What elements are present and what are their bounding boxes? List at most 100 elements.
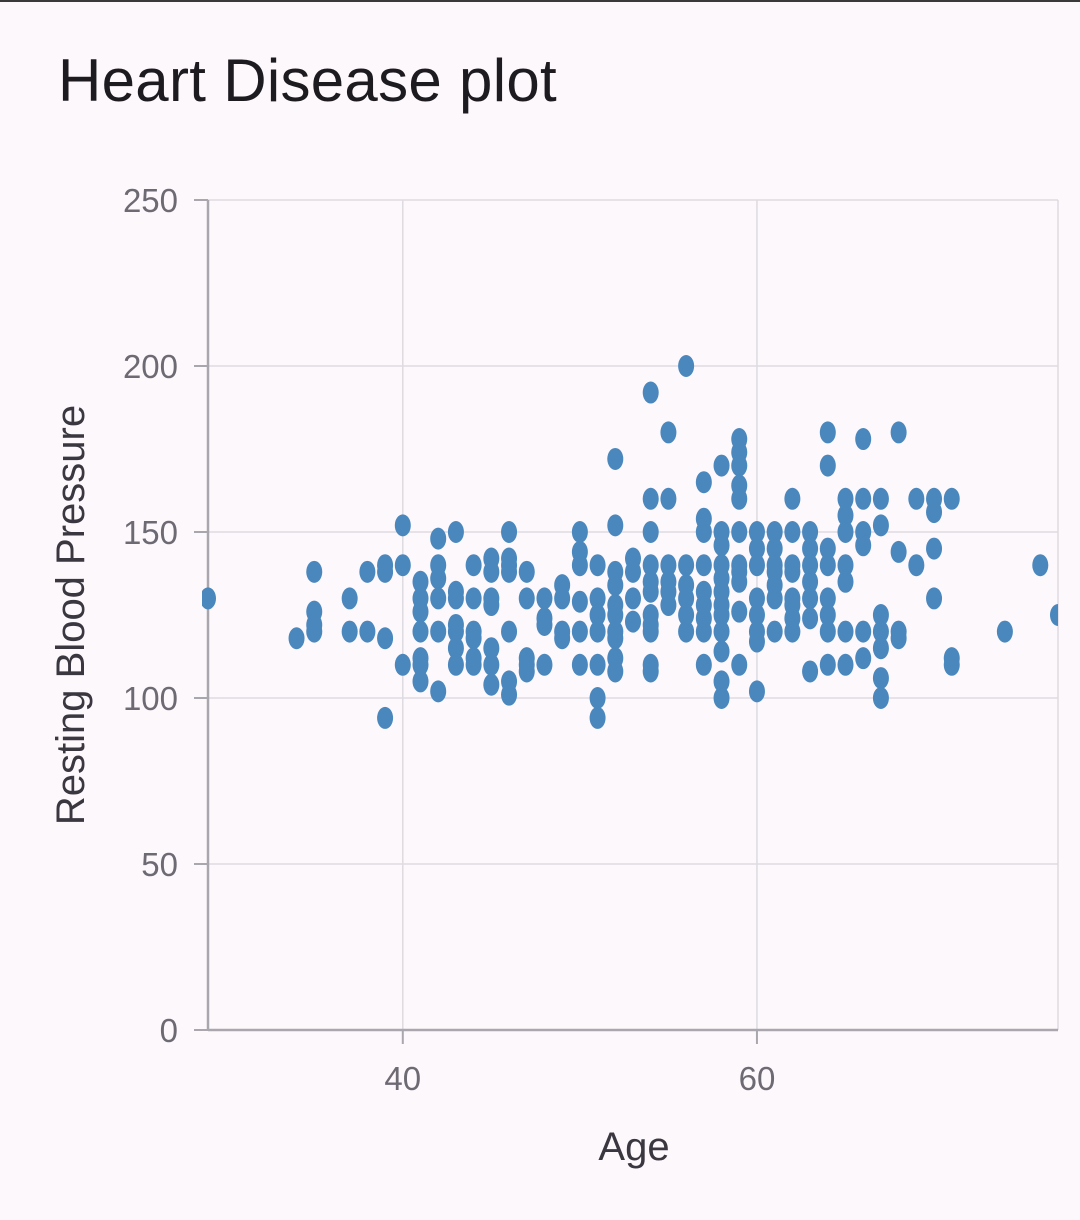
y-axis-label: Resting Blood Pressure xyxy=(49,405,93,825)
data-point xyxy=(784,620,801,643)
data-point xyxy=(660,594,677,617)
data-point xyxy=(412,620,429,643)
data-point xyxy=(731,570,748,593)
data-point xyxy=(571,554,588,577)
data-point xyxy=(713,687,730,709)
data-point xyxy=(642,580,659,603)
data-point xyxy=(660,554,677,577)
data-point xyxy=(607,660,624,683)
data-point xyxy=(748,554,765,577)
data-point xyxy=(908,487,925,510)
data-point xyxy=(695,554,712,577)
data-point xyxy=(501,521,518,543)
data-point xyxy=(802,660,819,683)
data-point xyxy=(359,620,376,643)
data-point xyxy=(465,627,482,650)
data-point xyxy=(554,627,571,650)
data-point xyxy=(202,587,216,610)
data-point xyxy=(607,604,624,626)
data-point xyxy=(908,554,925,577)
data-points xyxy=(202,355,1058,729)
data-point xyxy=(926,501,943,524)
data-point xyxy=(359,560,376,583)
data-point xyxy=(784,487,801,510)
data-point xyxy=(589,620,606,643)
data-point xyxy=(501,560,518,583)
data-point xyxy=(748,521,765,543)
data-point xyxy=(642,620,659,643)
data-point xyxy=(926,537,943,560)
data-point xyxy=(748,587,765,610)
data-point xyxy=(872,604,889,626)
data-point xyxy=(483,673,500,696)
data-point xyxy=(837,570,854,593)
data-point xyxy=(748,537,765,560)
data-point xyxy=(447,637,464,660)
data-point xyxy=(819,421,836,444)
data-point xyxy=(1032,554,1049,577)
data-point xyxy=(819,537,836,560)
data-point xyxy=(430,620,447,643)
data-point xyxy=(855,487,872,510)
data-point xyxy=(713,534,730,557)
data-point xyxy=(660,487,677,510)
data-point xyxy=(430,527,447,550)
data-point xyxy=(589,604,606,626)
data-point xyxy=(394,514,411,537)
data-point xyxy=(802,537,819,560)
data-point xyxy=(377,627,394,650)
data-point xyxy=(536,587,553,610)
data-point xyxy=(501,683,518,706)
data-point xyxy=(766,620,783,643)
data-point xyxy=(819,653,836,676)
data-point xyxy=(447,620,464,643)
data-point xyxy=(819,454,836,477)
data-point xyxy=(837,653,854,676)
data-point xyxy=(996,620,1013,643)
data-point xyxy=(837,554,854,577)
data-point xyxy=(465,587,482,610)
data-point xyxy=(766,587,783,610)
data-point xyxy=(589,554,606,577)
data-point xyxy=(784,521,801,543)
data-point xyxy=(571,653,588,676)
data-point xyxy=(625,560,641,583)
data-point xyxy=(518,660,535,683)
y-tick-label: 200 xyxy=(123,348,178,385)
data-point xyxy=(855,534,872,557)
data-point xyxy=(589,706,606,729)
data-point xyxy=(571,620,588,643)
data-point xyxy=(872,514,889,537)
data-point xyxy=(695,653,712,676)
data-point xyxy=(678,587,695,610)
data-point xyxy=(748,680,765,703)
data-point xyxy=(819,620,836,643)
data-point xyxy=(855,647,872,670)
data-point xyxy=(447,653,464,676)
data-point xyxy=(837,521,854,543)
data-point xyxy=(430,567,447,590)
data-point xyxy=(678,554,695,577)
data-point xyxy=(855,620,872,643)
y-tick-label: 0 xyxy=(160,1012,178,1049)
data-point xyxy=(748,630,765,653)
data-point xyxy=(695,620,712,643)
chart-title: Heart Disease plot xyxy=(58,47,557,114)
data-point xyxy=(483,637,500,660)
data-point xyxy=(713,670,730,693)
data-point xyxy=(377,706,394,729)
data-point xyxy=(802,570,819,593)
data-point xyxy=(713,604,730,626)
data-point xyxy=(518,560,535,583)
data-point xyxy=(483,560,500,583)
data-point xyxy=(943,487,960,510)
y-tick-label: 100 xyxy=(123,680,178,717)
data-point xyxy=(802,607,819,630)
data-point xyxy=(695,521,712,543)
data-point xyxy=(306,560,323,583)
data-point xyxy=(465,653,482,676)
data-point xyxy=(678,620,695,643)
data-point xyxy=(731,487,748,510)
grid-lines xyxy=(208,199,1059,1030)
data-point xyxy=(447,521,464,543)
